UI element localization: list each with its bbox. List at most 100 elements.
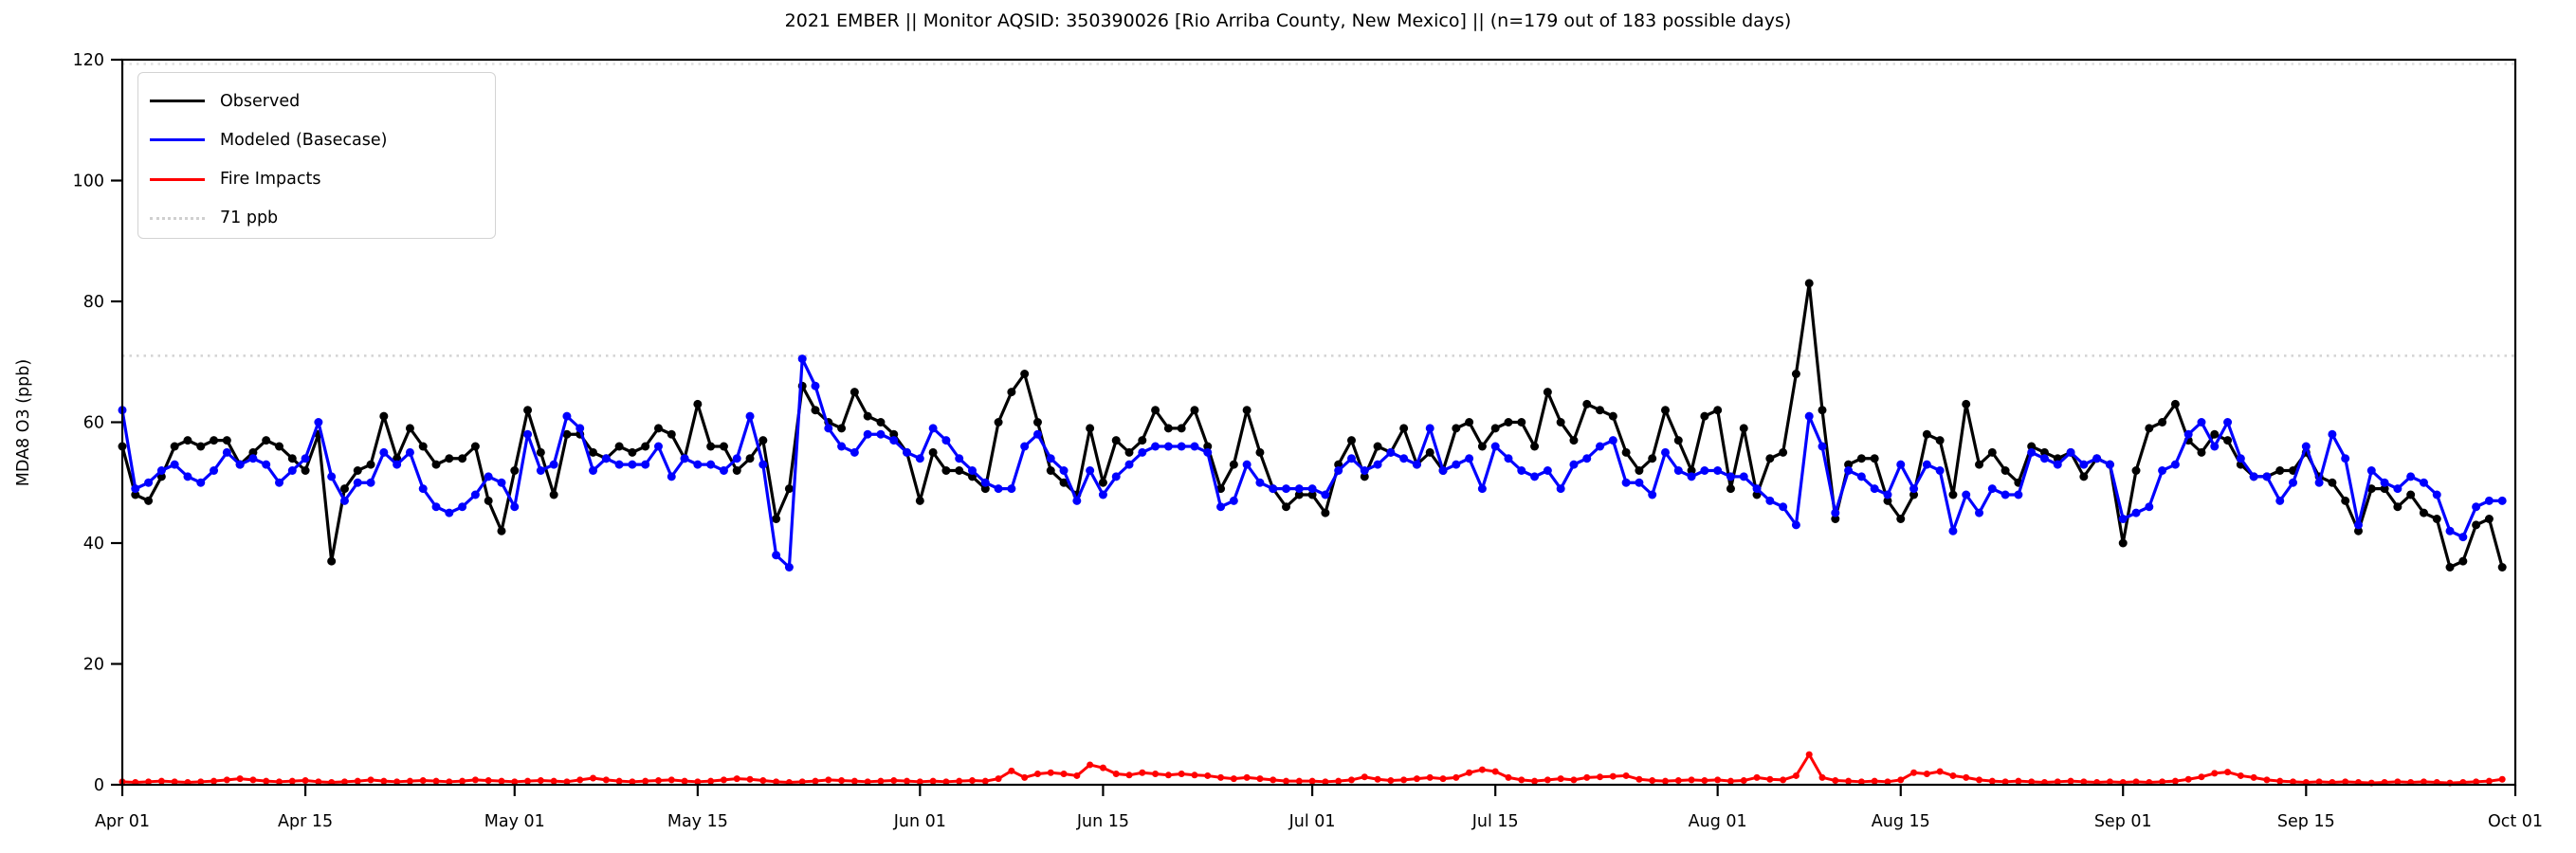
- series-marker-2: [511, 778, 519, 786]
- series-marker-2: [1243, 773, 1251, 781]
- series-marker-1: [1726, 472, 1735, 481]
- series-marker-2: [1400, 776, 1408, 784]
- series-marker-2: [459, 777, 466, 785]
- series-marker-1: [1490, 442, 1500, 451]
- series-marker-1: [1975, 508, 1984, 517]
- series-marker-2: [2263, 776, 2271, 784]
- series-marker-1: [1360, 466, 1369, 475]
- series-marker-2: [1818, 773, 1826, 781]
- series-marker-2: [2054, 778, 2061, 786]
- series-marker-1: [955, 454, 964, 463]
- series-marker-0: [418, 442, 428, 451]
- series-marker-1: [1086, 466, 1095, 475]
- series-marker-1: [366, 478, 375, 487]
- series-marker-2: [2342, 778, 2349, 786]
- series-marker-1: [1700, 466, 1709, 475]
- series-marker-2: [773, 778, 780, 786]
- series-marker-2: [1557, 775, 1564, 783]
- series-marker-1: [287, 466, 297, 475]
- series-marker-1: [2001, 490, 2010, 499]
- series-marker-2: [1688, 776, 1695, 784]
- series-marker-1: [2105, 460, 2114, 469]
- series-marker-2: [1295, 777, 1303, 785]
- series-marker-1: [614, 460, 624, 469]
- x-tick-label: Jun 01: [893, 812, 946, 831]
- series-marker-0: [889, 429, 899, 439]
- series-marker-2: [1570, 776, 1578, 784]
- series-marker-1: [2118, 515, 2128, 523]
- series-marker-0: [850, 388, 859, 397]
- series-marker-1: [1713, 466, 1723, 475]
- series-marker-1: [745, 411, 755, 421]
- series-marker-2: [1466, 769, 1473, 776]
- series-marker-2: [654, 777, 662, 785]
- y-tick-label: 100: [73, 172, 104, 191]
- series-marker-0: [445, 454, 454, 463]
- series-marker-1: [1059, 466, 1069, 475]
- series-marker-2: [157, 777, 165, 785]
- series-marker-0: [2328, 478, 2337, 487]
- series-marker-1: [2236, 454, 2245, 463]
- series-marker-0: [1477, 442, 1487, 451]
- series-marker-0: [1909, 490, 1919, 499]
- series-marker-0: [1804, 279, 1814, 288]
- series-marker-1: [1765, 496, 1775, 505]
- series-marker-0: [628, 447, 637, 457]
- series-marker-0: [2497, 563, 2507, 572]
- y-tick-label: 120: [73, 51, 104, 70]
- series-marker-0: [1020, 370, 1030, 378]
- series-marker-0: [614, 442, 624, 451]
- series-marker-1: [2053, 460, 2062, 469]
- series-marker-2: [2001, 778, 2009, 786]
- series-marker-2: [2224, 769, 2232, 776]
- series-marker-1: [2039, 454, 2049, 463]
- series-marker-2: [2067, 777, 2074, 785]
- series-marker-2: [720, 776, 727, 784]
- series-marker-1: [1621, 478, 1631, 487]
- series-marker-0: [1935, 436, 1945, 445]
- series-marker-1: [1216, 502, 1226, 512]
- x-tick-label: May 01: [484, 812, 545, 831]
- series-marker-2: [1622, 771, 1630, 779]
- series-marker-1: [1163, 442, 1173, 451]
- series-marker-2: [1008, 767, 1015, 774]
- fire-line-sample: [150, 177, 205, 181]
- series-marker-2: [1857, 778, 1865, 786]
- series-marker-1: [314, 418, 323, 426]
- series-marker-0: [1360, 472, 1369, 481]
- series-marker-0: [1818, 406, 1827, 415]
- series-marker-0: [2210, 429, 2220, 439]
- series-marker-0: [2131, 466, 2141, 475]
- series-marker-1: [601, 454, 611, 463]
- series-marker-2: [1270, 776, 1277, 784]
- series-marker-0: [1190, 406, 1199, 415]
- series-marker-0: [1948, 490, 1958, 499]
- series-marker-0: [1962, 399, 1971, 408]
- series-marker-2: [1322, 778, 1329, 786]
- series-marker-1: [994, 484, 1003, 494]
- series-marker-2: [694, 778, 702, 786]
- series-marker-0: [562, 429, 572, 439]
- x-tick-label: Jul 01: [1288, 812, 1336, 831]
- series-marker-2: [380, 777, 388, 785]
- series-marker-1: [1844, 466, 1854, 475]
- chart-title: 2021 EMBER || Monitor AQSID: 350390026 […: [784, 10, 1792, 31]
- series-marker-2: [2237, 771, 2244, 779]
- series-marker-2: [367, 776, 375, 784]
- series-marker-0: [863, 411, 872, 421]
- series-marker-0: [1987, 447, 1997, 457]
- legend-label: 71 ppb: [220, 209, 279, 228]
- series-marker-0: [589, 447, 598, 457]
- series-marker-1: [2092, 454, 2102, 463]
- series-marker-1: [1269, 484, 1278, 494]
- series-marker-2: [1099, 764, 1106, 771]
- series-marker-2: [877, 777, 885, 785]
- series-marker-1: [628, 460, 637, 469]
- series-marker-0: [1046, 466, 1055, 475]
- series-marker-1: [1556, 484, 1565, 494]
- series-marker-0: [667, 429, 676, 439]
- series-marker-0: [1138, 436, 1147, 445]
- series-marker-0: [301, 466, 310, 475]
- series-marker-0: [1032, 418, 1042, 426]
- series-marker-0: [1648, 454, 1657, 463]
